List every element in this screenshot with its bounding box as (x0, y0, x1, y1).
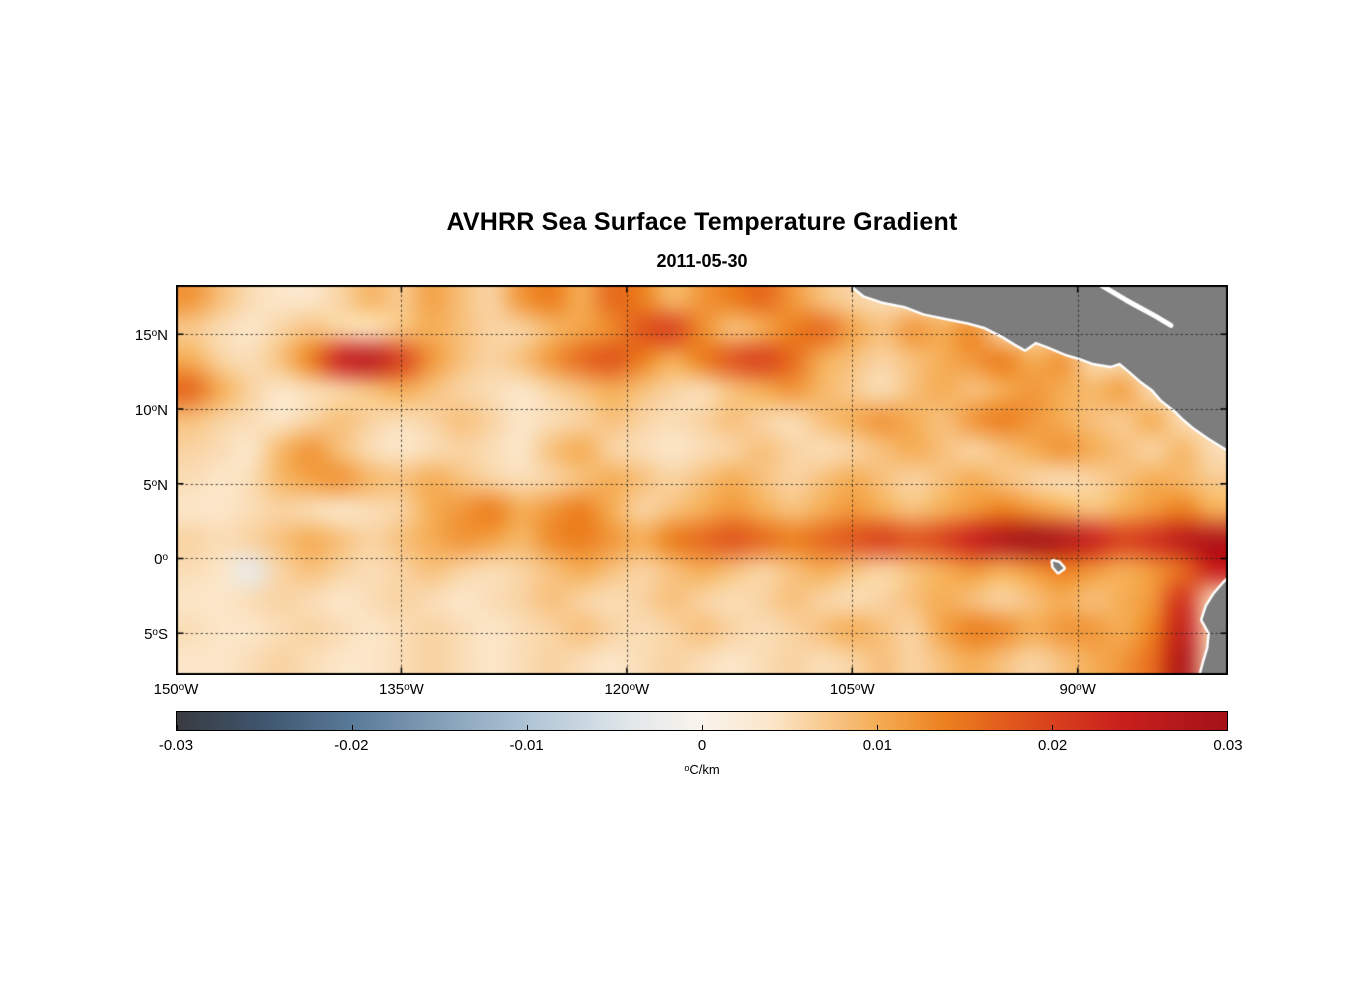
colorbar-tickmark (702, 725, 703, 730)
colorbar-tick-label: 0.01 (862, 737, 892, 754)
colorbar-tick-label: 0.02 (1038, 737, 1068, 754)
colorbar-unit-text: C/km (689, 762, 720, 777)
x-axis: 150oW 135oW 120oW 105oW 90oW (154, 681, 1228, 705)
colorbar-tick-labels: -0.03 -0.02 -0.01 0 0.01 0.02 0.03 (159, 737, 1243, 757)
y-axis-tick-label: 5oN (143, 476, 168, 494)
x-axis-tick-label: 135oW (379, 681, 424, 698)
colorbar-tick-label: -0.01 (509, 737, 544, 754)
x-axis-tick-label: 120oW (604, 681, 650, 698)
colorbar-tickmark (352, 725, 354, 730)
sst-gradient-heatmap-canvas (176, 285, 1228, 675)
x-axis-tick-label: 90oW (1059, 681, 1096, 698)
map-plot (176, 285, 1228, 675)
colorbar-tickmark (526, 725, 528, 730)
y-axis-tick-label: 10oN (134, 402, 168, 420)
figure-title: AVHRR Sea Surface Temperature Gradient (446, 208, 958, 236)
x-axis-tick-label: 150oW (153, 681, 199, 698)
colorbar-tickmark (1227, 725, 1228, 730)
y-axis: 15oN 10oN 5oN 0o 5oS (0, 285, 168, 675)
colorbar-unit-degree: o (684, 763, 690, 773)
figure-date: 2011-05-30 (656, 251, 748, 271)
colorbar (176, 711, 1228, 731)
colorbar-tickmark (877, 725, 879, 730)
x-axis-tick-label: 105oW (829, 681, 875, 698)
y-axis-tick-label: 15oN (134, 327, 168, 345)
colorbar-tick-label: 0.03 (1213, 737, 1243, 754)
colorbar-tickmark (1051, 725, 1053, 730)
colorbar-tickmark (177, 725, 178, 730)
colorbar-tick-label: 0 (697, 737, 707, 754)
colorbar-tick-label: -0.03 (158, 737, 194, 754)
y-axis-tick-label: 0o (154, 551, 168, 569)
colorbar-tick-label: -0.02 (334, 737, 369, 754)
colorbar-unit-label: oC/km (176, 762, 1228, 777)
y-axis-tick-label: 5oS (144, 626, 168, 644)
